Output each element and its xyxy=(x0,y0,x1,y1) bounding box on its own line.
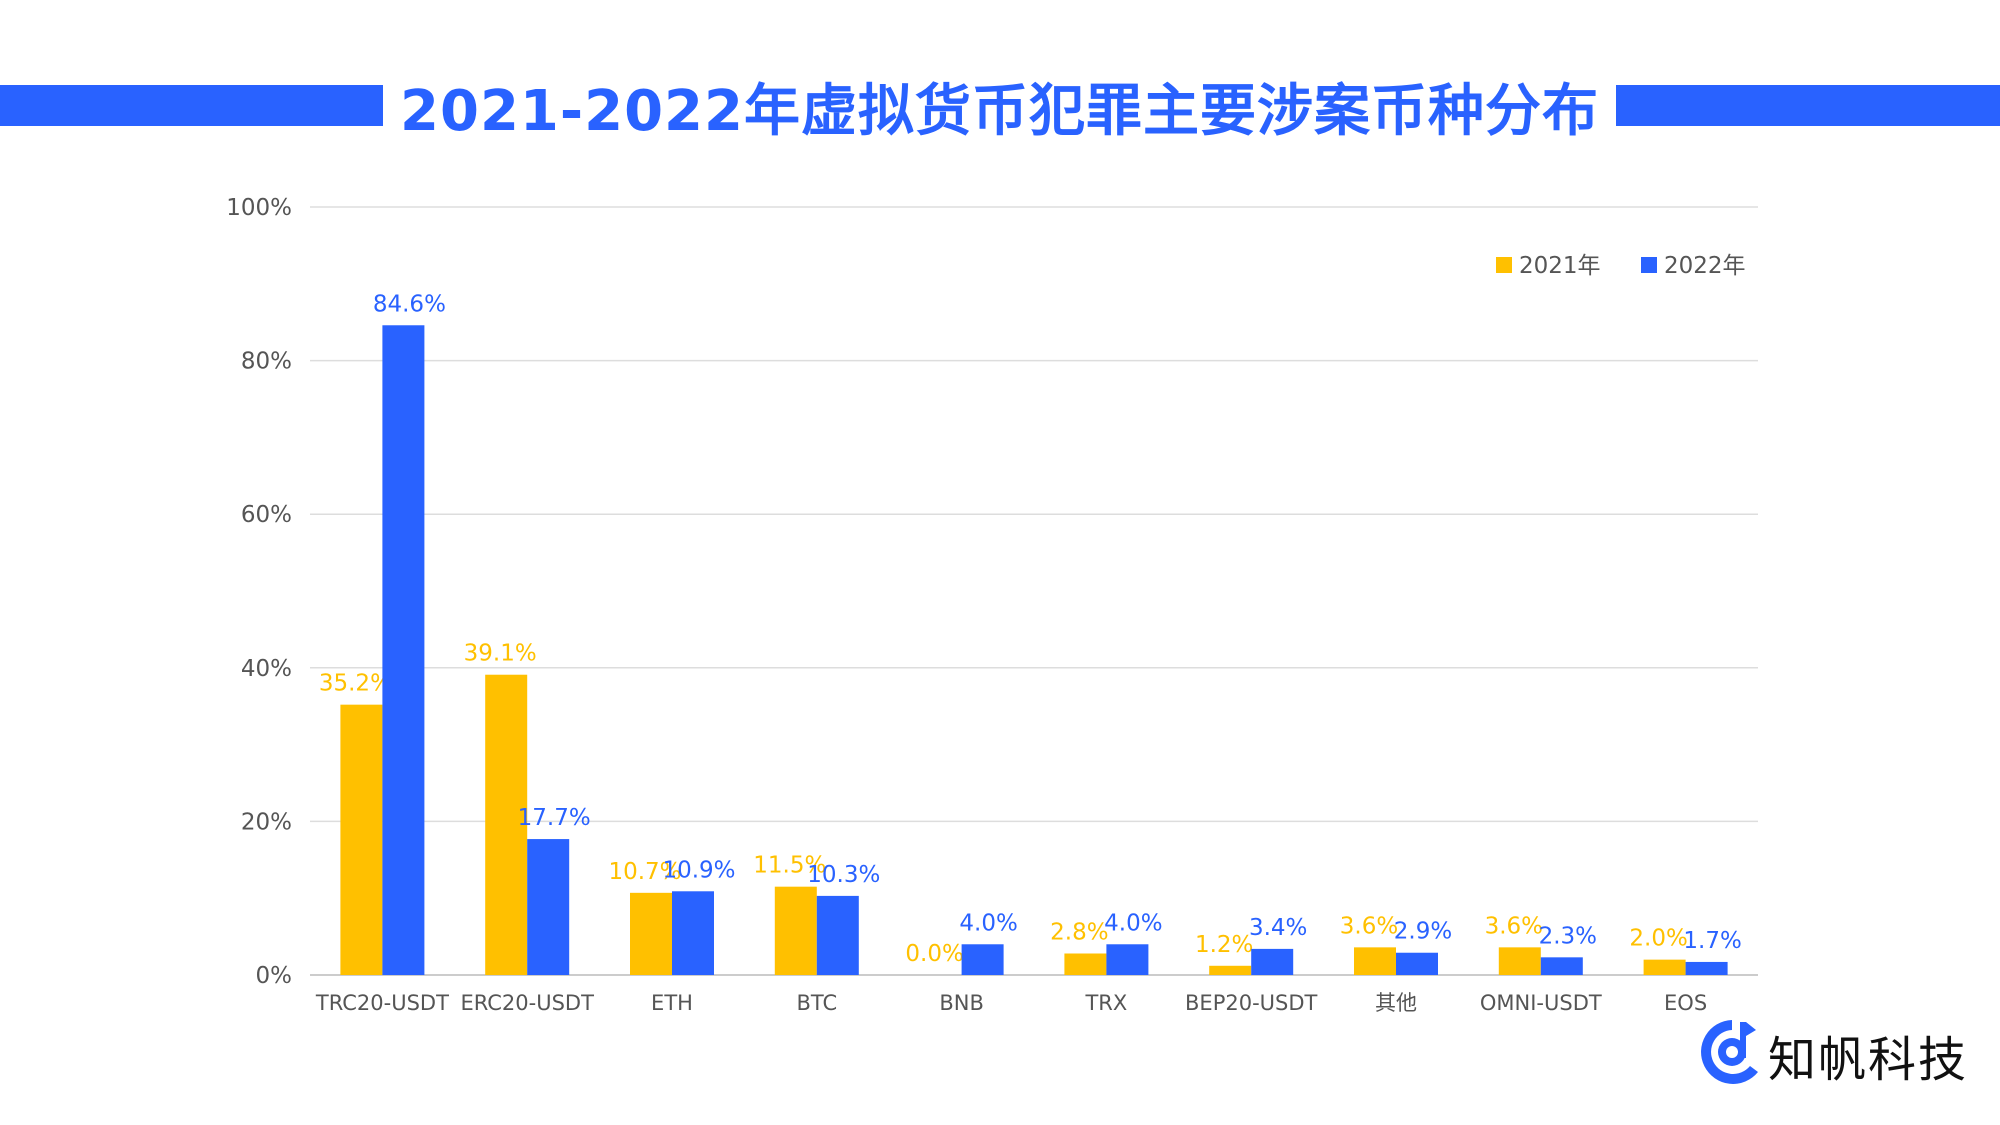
y-tick-label: 40% xyxy=(241,656,292,682)
bar-2022 xyxy=(672,891,714,975)
x-tick-label: ETH xyxy=(651,991,693,1015)
data-label: 0.0% xyxy=(905,941,963,967)
logo-text: 知帆科技 xyxy=(1768,1032,1969,1088)
x-tick-label: EOS xyxy=(1664,991,1707,1015)
logo-icon xyxy=(1701,1020,1758,1084)
bar-2021 xyxy=(1643,959,1686,975)
legend-swatch xyxy=(1641,257,1657,273)
data-label: 84.6% xyxy=(373,291,446,317)
chart-title: 2021-2022年虚拟货币犯罪主要涉案币种分布 xyxy=(400,79,1599,144)
bar-2021 xyxy=(1064,953,1107,975)
y-tick-label: 100% xyxy=(226,195,292,221)
x-tick-label: 其他 xyxy=(1375,991,1417,1015)
bar-2022 xyxy=(961,944,1004,975)
data-label: 3.4% xyxy=(1249,915,1307,941)
y-tick-label: 60% xyxy=(241,502,292,528)
bar-2021 xyxy=(1354,947,1396,975)
x-tick-label: OMNI-USDT xyxy=(1480,991,1602,1015)
data-label: 1.7% xyxy=(1683,928,1741,954)
data-label: 1.2% xyxy=(1195,932,1253,958)
data-label: 35.2% xyxy=(319,671,392,697)
bar-2022 xyxy=(527,839,570,975)
bar-2022 xyxy=(1251,948,1294,975)
title-bar-left xyxy=(0,85,383,126)
legend-label: 2022年 xyxy=(1664,253,1746,279)
data-label: 4.0% xyxy=(1104,910,1162,936)
bar-2022 xyxy=(382,325,425,976)
data-label: 2.3% xyxy=(1539,923,1597,949)
y-tick-label: 0% xyxy=(256,963,293,989)
bar-2022 xyxy=(1540,957,1583,975)
data-label: 3.6% xyxy=(1340,913,1398,939)
data-label: 2.9% xyxy=(1394,919,1452,945)
data-label: 4.0% xyxy=(959,910,1017,936)
data-label: 10.7% xyxy=(608,859,681,885)
data-label: 11.5% xyxy=(753,853,826,879)
title-bar-right xyxy=(1616,85,2000,126)
x-tick-label: TRC20-USDT xyxy=(315,991,449,1015)
legend-label: 2021年 xyxy=(1519,253,1601,279)
x-tick-label: BEP20-USDT xyxy=(1185,991,1318,1015)
bar-2021 xyxy=(485,674,528,975)
y-tick-label: 80% xyxy=(241,349,292,375)
bar-2021 xyxy=(774,886,817,975)
bar-2021 xyxy=(340,704,383,975)
bar-2022 xyxy=(1106,944,1149,975)
bar-2021 xyxy=(630,892,672,975)
x-tick-label: ERC20-USDT xyxy=(460,991,594,1015)
data-label: 17.7% xyxy=(518,805,591,831)
x-tick-label: BTC xyxy=(796,991,837,1015)
data-label: 10.3% xyxy=(807,862,880,888)
bar-2022 xyxy=(1396,952,1438,975)
data-label: 2.8% xyxy=(1050,919,1108,945)
x-tick-label: TRX xyxy=(1084,991,1127,1015)
data-label: 39.1% xyxy=(464,641,537,667)
legend-swatch xyxy=(1496,257,1512,273)
y-tick-label: 20% xyxy=(241,809,292,835)
data-label: 10.9% xyxy=(662,857,735,883)
data-label: 3.6% xyxy=(1485,913,1543,939)
bar-2021 xyxy=(1209,965,1252,975)
data-label: 2.0% xyxy=(1629,926,1687,952)
x-tick-label: BNB xyxy=(939,991,984,1015)
bar-2022 xyxy=(816,895,859,975)
bar-2021 xyxy=(1498,947,1541,975)
bar-2022 xyxy=(1685,961,1728,975)
